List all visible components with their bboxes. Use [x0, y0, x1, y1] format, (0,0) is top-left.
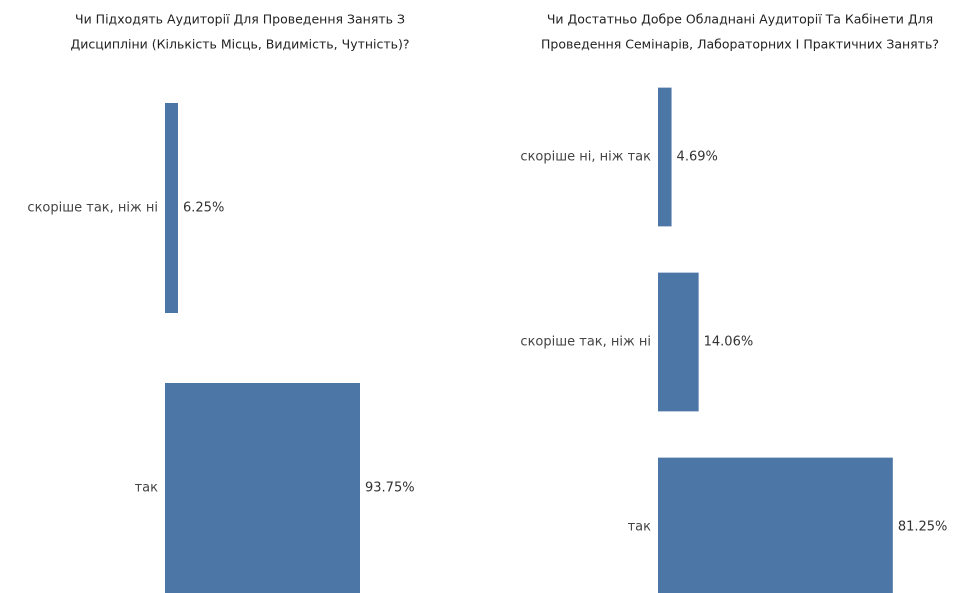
- bar: [165, 383, 360, 593]
- value-label: 93.75%: [365, 481, 415, 496]
- chart-title: Дисципліни (Кількість Місць, Видимість, …: [70, 37, 409, 52]
- category-label: так: [135, 481, 159, 496]
- category-label: скоріше ні, ніж так: [520, 150, 651, 165]
- category-label: скоріше так, ніж ні: [520, 335, 651, 350]
- chart-title: Чи Підходять Аудиторії Для Проведення За…: [75, 12, 405, 27]
- value-label: 81.25%: [898, 520, 948, 535]
- value-label: 4.69%: [677, 150, 718, 165]
- chart-title: Проведення Семінарів, Лабораторних І Пра…: [541, 37, 939, 52]
- value-label: 6.25%: [183, 201, 224, 216]
- bar: [658, 272, 699, 412]
- bar: [165, 103, 178, 313]
- bar: [658, 87, 672, 227]
- value-label: 14.06%: [704, 335, 754, 350]
- bar: [658, 457, 893, 593]
- chart-title: Чи Достатньо Добре Обладнані Аудиторії Т…: [547, 12, 933, 27]
- category-label: скоріше так, ніж ні: [27, 201, 158, 216]
- category-label: так: [628, 520, 652, 535]
